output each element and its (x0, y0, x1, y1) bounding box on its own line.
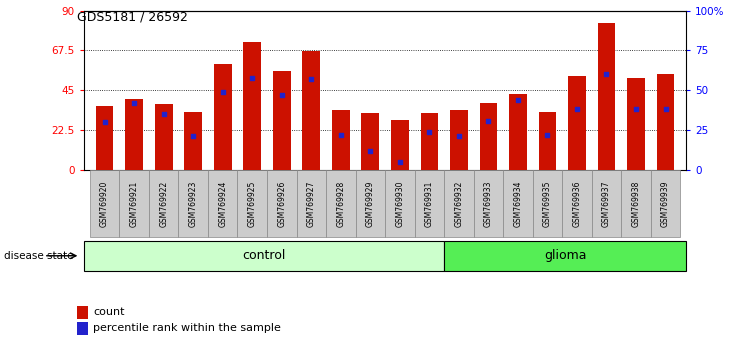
Text: GSM769933: GSM769933 (484, 180, 493, 227)
Point (601, 72, 612, 77)
Bar (509, 94, 527, 170)
Bar (361, 113, 379, 170)
Bar (332, 110, 350, 170)
Point (247, 75, 258, 80)
Bar (568, 76, 585, 170)
Text: GSM769936: GSM769936 (572, 180, 582, 227)
Bar (302, 51, 320, 170)
Point (571, 107, 583, 112)
Text: GSM769926: GSM769926 (277, 180, 286, 227)
Point (128, 100, 140, 106)
Bar (598, 23, 615, 170)
Text: GSM769920: GSM769920 (100, 180, 109, 227)
Text: count: count (93, 307, 125, 318)
Text: GSM769928: GSM769928 (337, 181, 345, 227)
Bar (450, 110, 468, 170)
Point (542, 132, 553, 138)
Point (512, 97, 523, 103)
Point (453, 133, 465, 139)
Point (99, 119, 110, 125)
Point (335, 132, 347, 138)
Bar (480, 103, 497, 170)
Point (660, 107, 672, 112)
Bar (539, 112, 556, 170)
Point (483, 118, 494, 124)
Bar (214, 64, 231, 170)
Bar (420, 113, 438, 170)
Text: disease state: disease state (4, 251, 73, 261)
Text: GSM769922: GSM769922 (159, 181, 168, 227)
Point (423, 129, 435, 135)
Bar (391, 120, 409, 170)
Text: GSM769939: GSM769939 (661, 180, 670, 227)
Text: percentile rank within the sample: percentile rank within the sample (93, 323, 281, 333)
Bar (126, 99, 143, 170)
Point (217, 89, 228, 95)
Bar (96, 106, 113, 170)
Text: GSM769923: GSM769923 (188, 180, 198, 227)
Bar (155, 104, 172, 170)
Point (158, 111, 169, 117)
Text: GSM769930: GSM769930 (396, 180, 404, 227)
Bar (627, 78, 645, 170)
Point (276, 92, 288, 98)
Text: GSM769935: GSM769935 (543, 180, 552, 227)
Text: GSM769938: GSM769938 (631, 180, 640, 227)
Text: glioma: glioma (544, 249, 586, 262)
Point (364, 148, 376, 154)
Bar (243, 42, 261, 170)
Point (630, 107, 642, 112)
Text: GSM769929: GSM769929 (366, 180, 374, 227)
Text: control: control (242, 249, 285, 262)
Text: GDS5181 / 26592: GDS5181 / 26592 (77, 11, 188, 24)
Bar (657, 74, 675, 170)
Bar (273, 71, 291, 170)
Text: GSM769927: GSM769927 (307, 180, 316, 227)
Text: GSM769924: GSM769924 (218, 180, 227, 227)
Point (305, 76, 317, 82)
Text: GSM769932: GSM769932 (454, 180, 464, 227)
Text: GSM769934: GSM769934 (513, 180, 523, 227)
Text: GSM769931: GSM769931 (425, 180, 434, 227)
Point (394, 159, 406, 165)
Text: GSM769925: GSM769925 (247, 180, 257, 227)
Point (188, 133, 199, 139)
Text: GSM769937: GSM769937 (602, 180, 611, 227)
Text: GSM769921: GSM769921 (130, 181, 139, 227)
Bar (184, 112, 202, 170)
